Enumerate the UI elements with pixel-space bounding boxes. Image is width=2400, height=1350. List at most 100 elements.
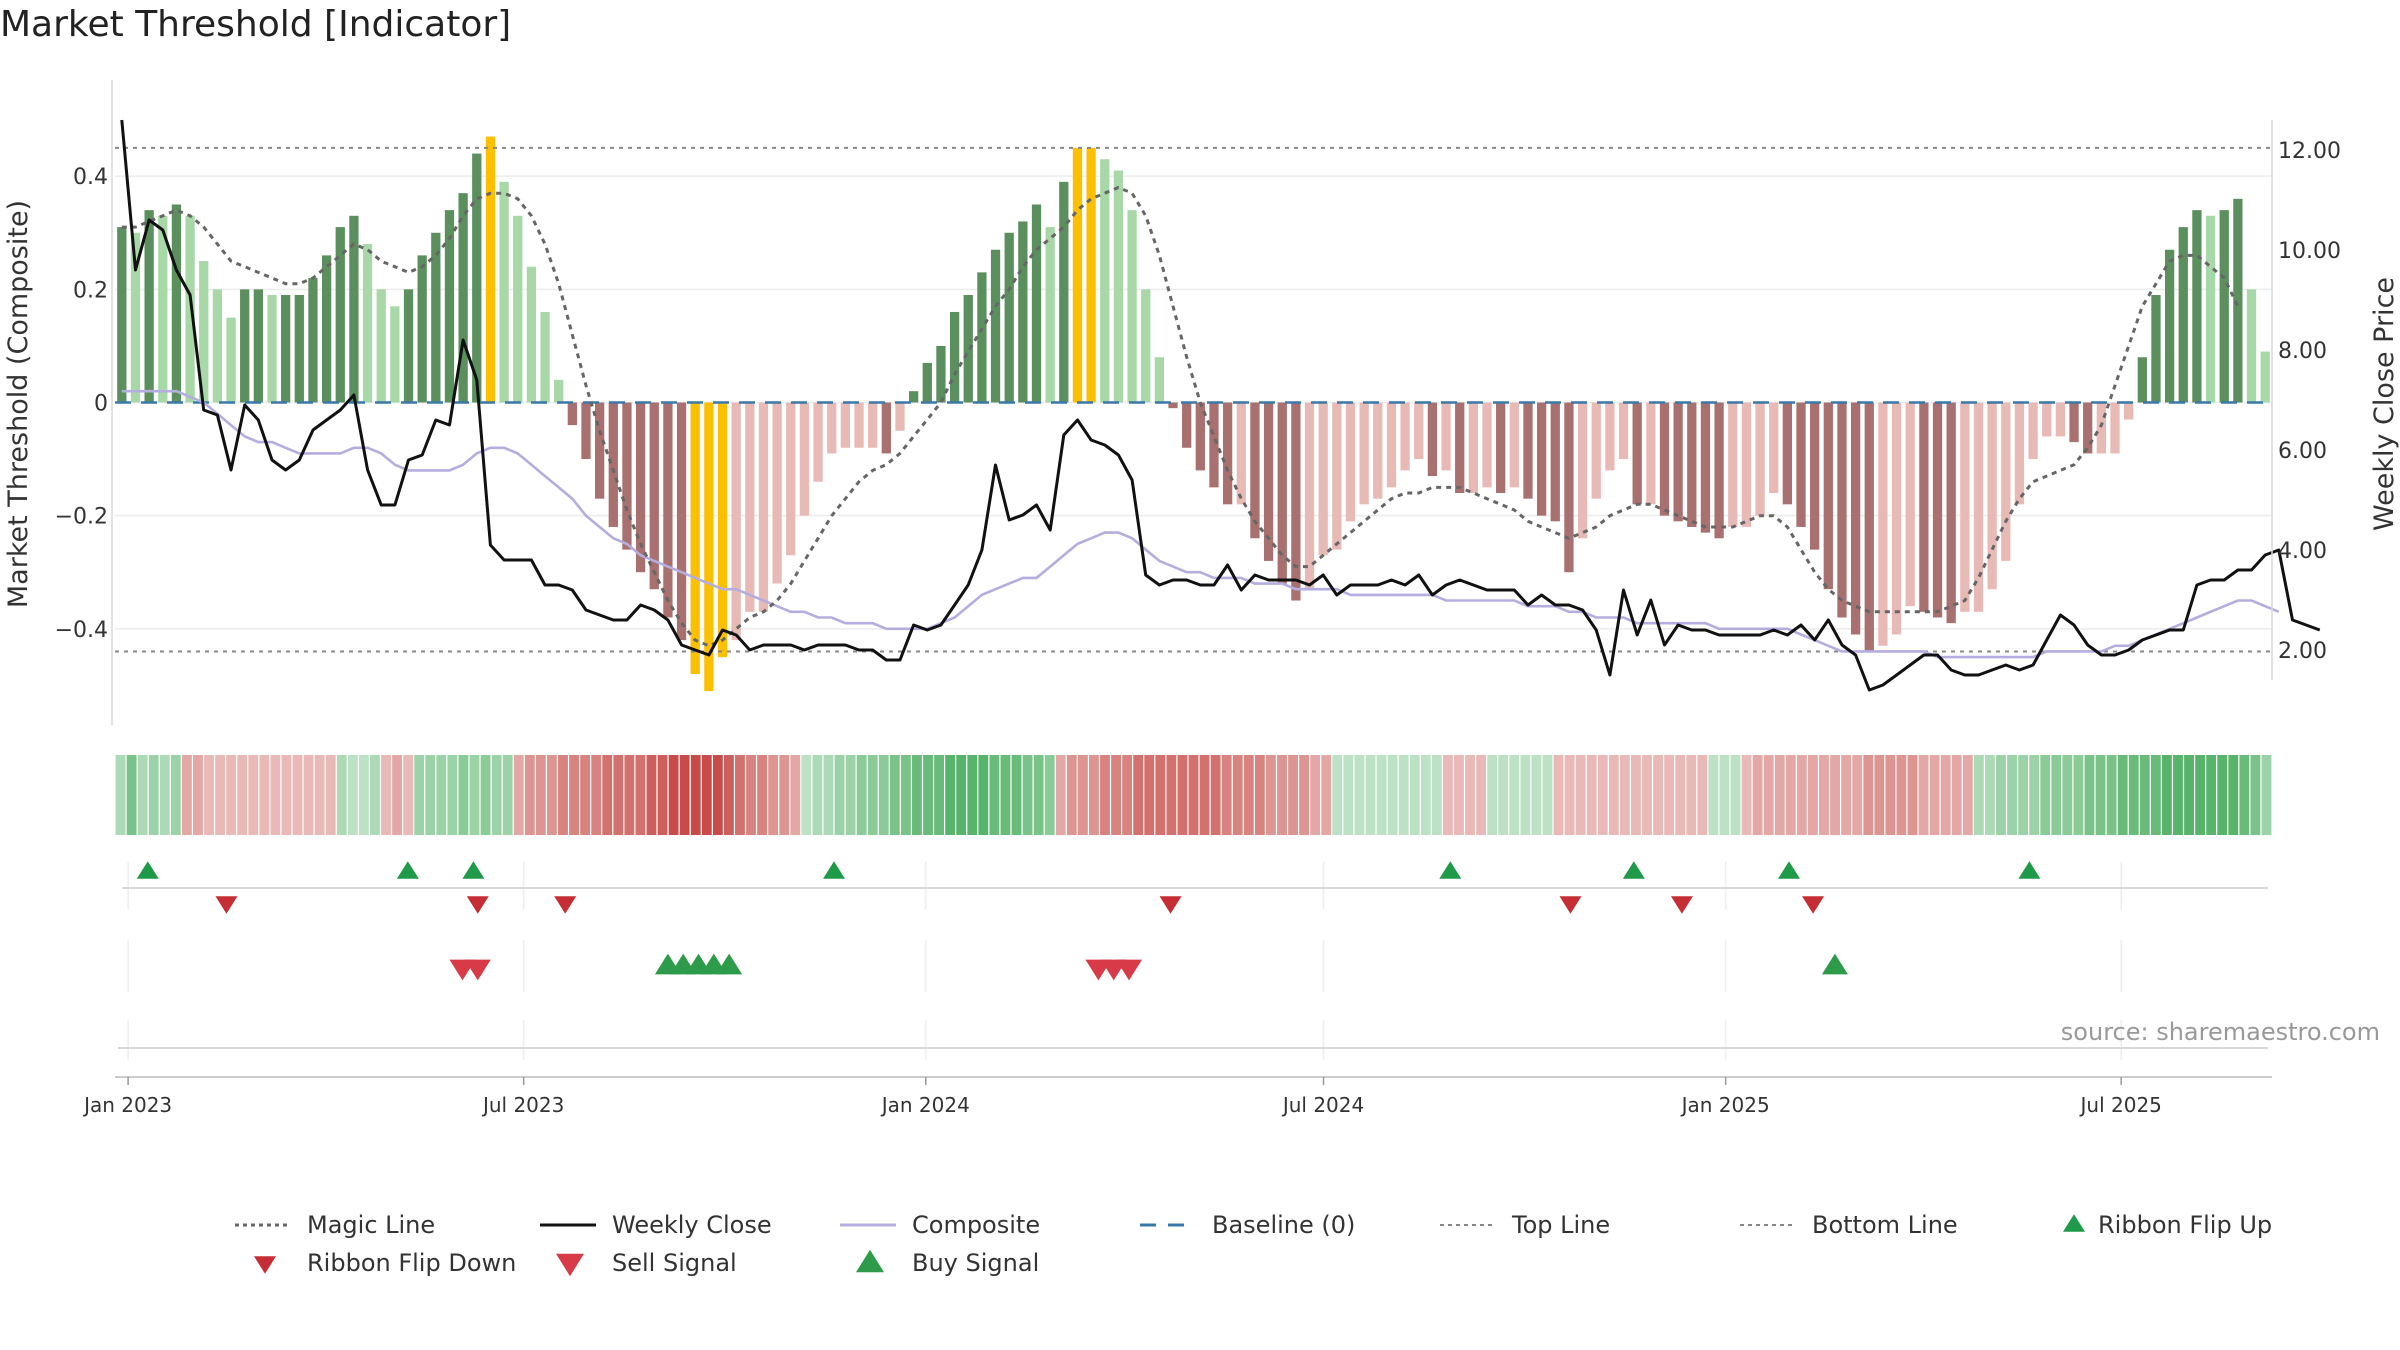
ribbon-cell <box>2173 755 2183 835</box>
ribbon-cell <box>2195 755 2206 835</box>
composite-bar <box>1222 402 1233 505</box>
ribbon-cell <box>1874 755 1885 835</box>
ribbon-cell <box>1885 755 1896 835</box>
composite-bar <box>649 402 659 590</box>
y-tick-label-right: 10.00 <box>2278 239 2341 264</box>
ribbon-cell <box>1387 755 1398 835</box>
composite-bar <box>1359 402 1369 505</box>
composite-bar <box>922 362 932 403</box>
composite-bar <box>1919 402 1929 612</box>
ribbon-cell <box>2239 755 2250 835</box>
ribbon-cell <box>635 755 646 835</box>
ribbon-cell <box>303 755 314 835</box>
composite-bar <box>2260 351 2270 403</box>
composite-bar <box>185 215 195 403</box>
ribbon-cell <box>502 755 513 835</box>
ribbon-cell <box>989 755 1000 835</box>
ribbon-cell <box>801 755 812 835</box>
ribbon-cell <box>1586 755 1597 835</box>
ribbon-cell <box>2206 755 2217 835</box>
legend-label: Ribbon Flip Up <box>2098 1211 2272 1239</box>
ribbon-cell <box>237 755 248 835</box>
composite-bar <box>663 402 673 618</box>
legend-swatch-buy-signal <box>856 1249 884 1273</box>
composite-bar <box>1168 402 1178 409</box>
composite-bar <box>1605 402 1615 471</box>
composite-bar <box>895 402 905 431</box>
x-tick-label: Jan 2025 <box>1680 1093 1770 1117</box>
ribbon-cell <box>2095 755 2106 835</box>
composite-bar <box>226 317 236 403</box>
composite-bar <box>171 204 182 403</box>
ribbon-cell <box>292 755 303 835</box>
ribbon-cell <box>425 755 436 835</box>
ribbon-cell <box>1022 755 1033 835</box>
composite-bar <box>117 227 127 403</box>
composite-bar <box>2001 402 2011 561</box>
ribbon-cell <box>159 755 170 835</box>
ribbon-flip-down-marker <box>1802 896 1825 914</box>
ribbon-cell <box>392 755 402 835</box>
ribbon-cell <box>1111 755 1121 835</box>
ribbon-cell <box>1299 755 1310 835</box>
ribbon-cell <box>1951 755 1962 835</box>
composite-bar <box>1182 402 1192 448</box>
composite-bar <box>1946 402 1956 624</box>
composite-bar <box>827 402 837 454</box>
ribbon-cell <box>170 755 181 835</box>
ribbon-cell <box>1553 755 1564 835</box>
ribbon-cell <box>1310 755 1321 835</box>
composite-bar <box>1523 402 1533 499</box>
ribbon-cell <box>436 755 447 835</box>
ribbon-cell <box>923 755 933 835</box>
ribbon-cell <box>381 755 391 835</box>
composite-bar <box>2151 295 2161 403</box>
composite-bar <box>1468 402 1479 494</box>
ribbon-cell <box>1376 755 1387 835</box>
ribbon-cell <box>1155 755 1166 835</box>
ribbon-cell <box>2051 755 2062 835</box>
ribbon-cell <box>978 755 989 835</box>
ribbon-cell <box>1819 755 1829 835</box>
source-label: source: sharemaestro.com <box>2061 1018 2380 1046</box>
ribbon-flip-up-marker <box>136 861 159 879</box>
ribbon-cell <box>1719 755 1730 835</box>
ribbon-cell <box>215 755 226 835</box>
ribbon-cell <box>1697 755 1708 835</box>
composite-bar <box>2014 402 2025 505</box>
ribbon-cell <box>1288 755 1298 835</box>
legend-label: Ribbon Flip Down <box>307 1249 516 1277</box>
composite-bar <box>908 391 919 403</box>
composite-bar <box>635 402 646 573</box>
composite-bar <box>1536 402 1547 516</box>
composite-bar <box>199 261 209 403</box>
ribbon-cell <box>370 755 380 835</box>
composite-bar <box>1755 402 1765 516</box>
ribbon-cell <box>2217 755 2228 835</box>
legend-label: Buy Signal <box>912 1249 1039 1277</box>
composite-bar <box>1618 402 1629 460</box>
ribbon-cell <box>137 755 148 835</box>
composite-bar <box>390 306 400 403</box>
composite-bar <box>2124 402 2134 420</box>
ribbon-cell <box>1409 755 1420 835</box>
composite-bar <box>2219 210 2229 403</box>
ribbon-cell <box>1796 755 1807 835</box>
ribbon-cell <box>2228 755 2239 835</box>
composite-bar <box>472 153 482 403</box>
ribbon-cell <box>2139 755 2150 835</box>
legend-swatch-sell-signal <box>556 1253 584 1277</box>
legend-label: Composite <box>912 1211 1040 1239</box>
composite-bar <box>1373 402 1383 499</box>
composite-bar <box>267 295 277 403</box>
signals <box>118 861 2268 1049</box>
ribbon-cell <box>336 755 347 835</box>
chart-title: Market Threshold [Indicator] <box>0 4 512 45</box>
composite-bar <box>2233 198 2243 403</box>
ribbon-cell <box>1454 755 1464 835</box>
composite-bar <box>1864 402 1874 652</box>
ribbon-cell <box>723 755 734 835</box>
composite-bar <box>840 402 851 448</box>
ribbon-cell <box>945 755 956 835</box>
ribbon-cell <box>2029 755 2040 835</box>
